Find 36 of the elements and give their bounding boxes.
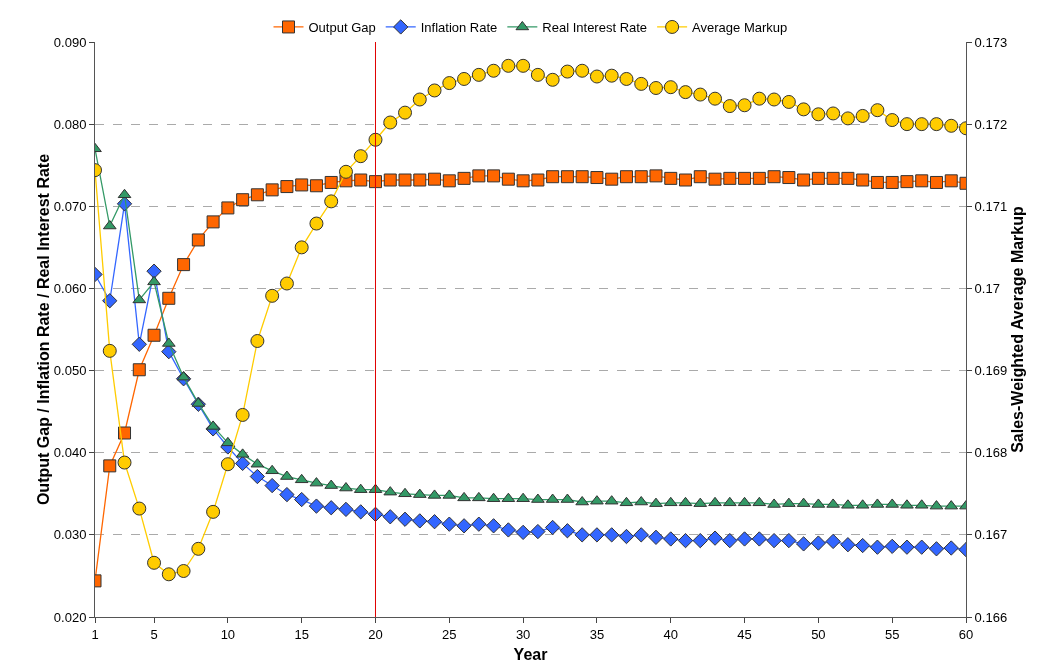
x-tick-label: 45 — [737, 626, 752, 642]
y-tick-label: 0.080 — [53, 116, 87, 132]
x-tick-label: 20 — [368, 626, 383, 642]
legend-label: Real Interest Rate — [542, 20, 648, 36]
y-tick-label: 0.040 — [53, 445, 87, 461]
y-axis-title: Output Gap / Inflation Rate / Real Interest Rate — [34, 153, 52, 506]
y2-tick-label: 0.171 — [974, 198, 1008, 214]
legend-label: Average Markup — [692, 20, 788, 36]
x-tick-label: 15 — [294, 626, 309, 642]
y-tick-label: 0.060 — [53, 280, 87, 296]
y-tick-label: 0.070 — [53, 198, 87, 214]
y2-axis-title: Sales-Weighted Average Markup — [1009, 205, 1027, 453]
y-tick-label: 0.020 — [53, 609, 87, 625]
y-tick-label: 0.090 — [53, 34, 87, 50]
x-tick-label: 60 — [958, 626, 974, 642]
legend-label: Inflation Rate — [420, 20, 498, 36]
y2-tick-label: 0.166 — [974, 609, 1008, 625]
x-tick-label: 30 — [515, 626, 531, 642]
x-tick-label: 40 — [663, 626, 678, 642]
legend-label: Output Gap — [308, 20, 376, 36]
x-tick-label: 55 — [884, 626, 900, 642]
x-tick-label: 5 — [150, 626, 158, 642]
x-axis-title: Year — [513, 646, 548, 664]
y2-tick-label: 0.167 — [974, 527, 1008, 543]
x-tick-label: 35 — [589, 626, 605, 642]
y-tick-label: 0.030 — [53, 527, 87, 543]
x-tick-label: 25 — [442, 626, 457, 642]
x-tick-label: 50 — [811, 626, 826, 642]
y2-tick-label: 0.168 — [974, 445, 1008, 461]
y2-tick-label: 0.172 — [974, 116, 1008, 132]
x-tick-label: 1 — [91, 626, 99, 642]
y-tick-label: 0.050 — [53, 363, 87, 379]
x-tick-label: 10 — [220, 626, 236, 642]
y2-tick-label: 0.17 — [974, 280, 1000, 296]
y2-tick-label: 0.169 — [974, 363, 1008, 379]
y2-tick-label: 0.173 — [974, 34, 1008, 50]
